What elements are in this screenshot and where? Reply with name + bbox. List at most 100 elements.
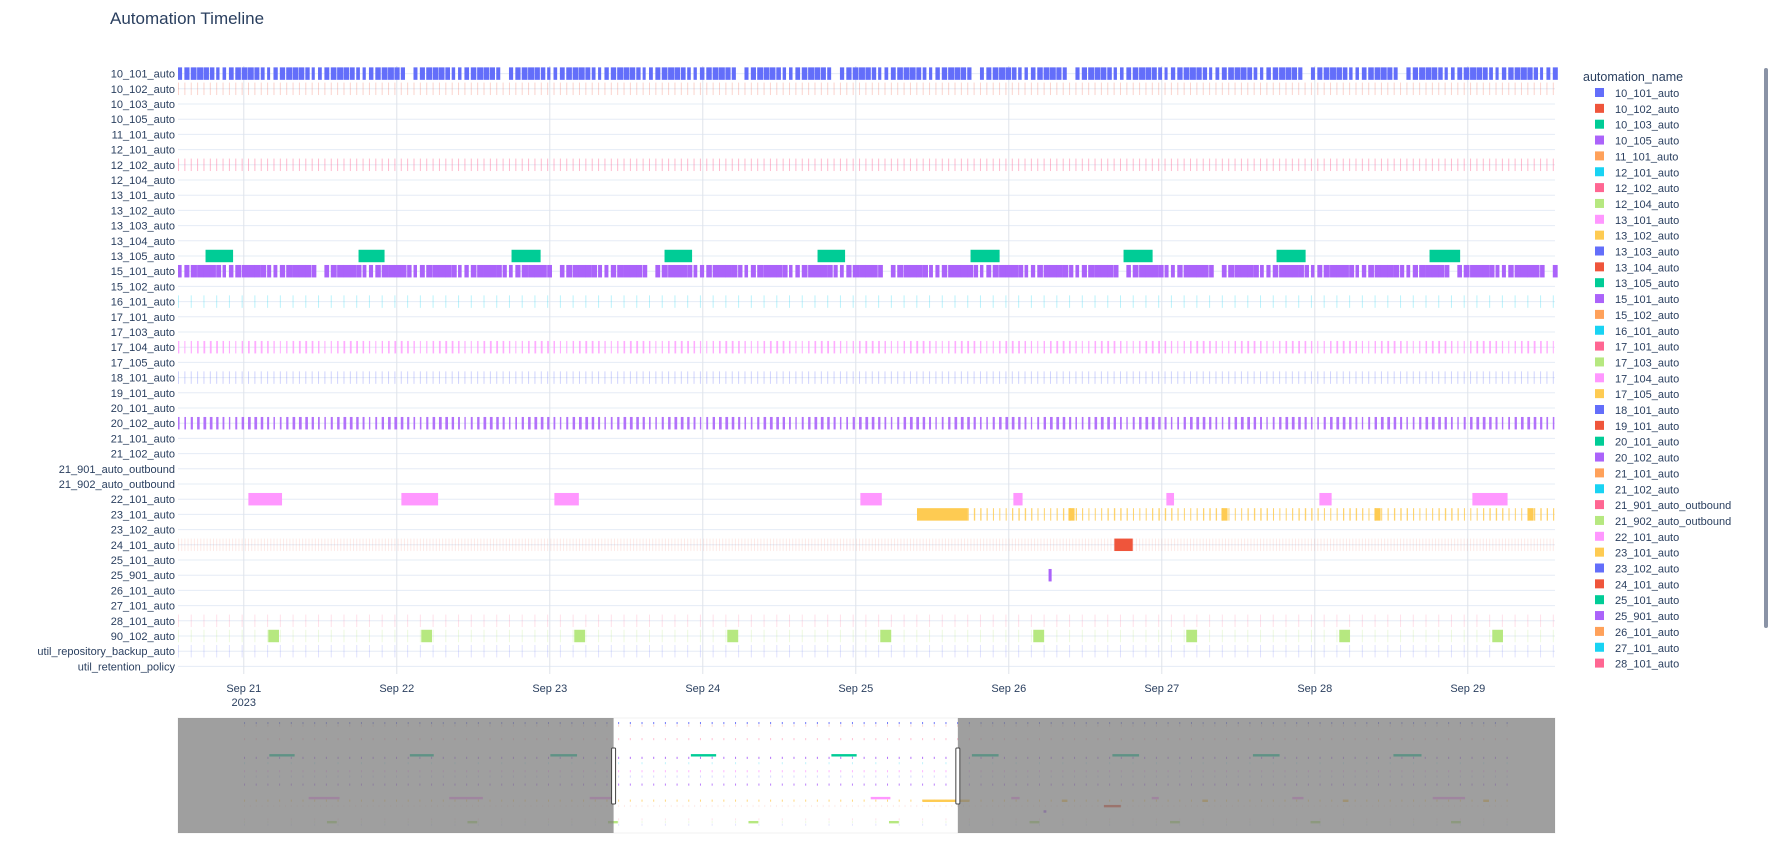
timeline-bar[interactable]: [267, 158, 269, 172]
timeline-bar[interactable]: [1310, 67, 1315, 80]
timeline-bar[interactable]: [890, 158, 892, 172]
timeline-bar[interactable]: [1132, 82, 1134, 96]
timeline-bar[interactable]: [973, 538, 975, 552]
timeline-bar[interactable]: [1310, 614, 1312, 628]
timeline-bar[interactable]: [559, 371, 561, 384]
timeline-bar[interactable]: [846, 82, 848, 96]
timeline-bar[interactable]: [1298, 644, 1300, 658]
timeline-bar[interactable]: [184, 158, 186, 172]
timeline-bar[interactable]: [979, 614, 981, 628]
timeline-bar[interactable]: [1279, 416, 1282, 430]
timeline-bar[interactable]: [324, 67, 330, 80]
timeline-bar[interactable]: [1279, 67, 1286, 80]
timeline-bar[interactable]: [1412, 82, 1414, 96]
timeline-bar[interactable]: [572, 629, 574, 643]
timeline-bar[interactable]: [674, 295, 676, 308]
timeline-bar[interactable]: [445, 67, 451, 80]
timeline-bar[interactable]: [645, 538, 647, 552]
timeline-bar[interactable]: [629, 158, 631, 172]
timeline-bar[interactable]: [989, 538, 991, 552]
timeline-bar[interactable]: [1142, 538, 1144, 552]
timeline-bar[interactable]: [1183, 340, 1185, 354]
timeline-bar[interactable]: [305, 82, 307, 96]
timeline-bar[interactable]: [260, 82, 262, 96]
timeline-bar[interactable]: [1247, 629, 1249, 643]
timeline-bar[interactable]: [407, 82, 409, 96]
timeline-bar[interactable]: [1540, 67, 1544, 80]
timeline-bar[interactable]: [585, 82, 587, 96]
timeline-bar[interactable]: [1088, 340, 1090, 354]
timeline-bar[interactable]: [1209, 416, 1212, 430]
timeline-bar[interactable]: [1323, 416, 1326, 430]
timeline-bar[interactable]: [477, 340, 479, 354]
timeline-bar[interactable]: [1005, 264, 1013, 278]
timeline-bar[interactable]: [1495, 340, 1498, 354]
timeline-bar[interactable]: [846, 371, 848, 384]
timeline-bar[interactable]: [1081, 264, 1087, 278]
timeline-bar[interactable]: [184, 416, 186, 430]
timeline-bar[interactable]: [706, 158, 708, 172]
timeline-bar[interactable]: [706, 416, 709, 430]
timeline-bar[interactable]: [992, 264, 999, 278]
timeline-bar[interactable]: [941, 538, 943, 552]
timeline-bar[interactable]: [948, 371, 950, 384]
timeline-bar[interactable]: [241, 416, 245, 430]
timeline-bar[interactable]: [1126, 264, 1131, 278]
timeline-bar[interactable]: [438, 340, 441, 354]
timeline-bar[interactable]: [438, 158, 440, 172]
timeline-bar[interactable]: [913, 538, 915, 552]
timeline-bar[interactable]: [1384, 538, 1386, 552]
timeline-bar[interactable]: [1158, 644, 1160, 658]
timeline-bar[interactable]: [916, 416, 920, 430]
timeline-bar[interactable]: [1412, 629, 1414, 643]
legend-item[interactable]: 15_101_auto: [1595, 294, 1679, 306]
timeline-bar[interactable]: [1292, 508, 1294, 521]
timeline-bar[interactable]: [1298, 614, 1300, 628]
timeline-bar[interactable]: [1527, 416, 1531, 430]
timeline-bar[interactable]: [1139, 371, 1141, 384]
timeline-bar[interactable]: [598, 629, 600, 643]
timeline-bar[interactable]: [1018, 508, 1020, 521]
timeline-bar[interactable]: [219, 538, 221, 552]
timeline-bar[interactable]: [1018, 416, 1021, 430]
timeline-bar[interactable]: [547, 340, 549, 354]
timeline-bar[interactable]: [400, 371, 402, 384]
timeline-bar[interactable]: [693, 264, 698, 278]
timeline-bar[interactable]: [521, 644, 523, 658]
timeline-bar[interactable]: [1040, 538, 1042, 552]
timeline-bar[interactable]: [540, 538, 542, 552]
timeline-bar[interactable]: [1196, 508, 1198, 521]
timeline-bar[interactable]: [413, 538, 415, 552]
timeline-bar[interactable]: [916, 67, 922, 80]
timeline-bar[interactable]: [578, 67, 585, 80]
timeline-bar[interactable]: [999, 158, 1001, 172]
timeline-bar[interactable]: [699, 82, 701, 96]
timeline-bar[interactable]: [241, 614, 243, 628]
timeline-bar[interactable]: [400, 158, 402, 172]
timeline-bar[interactable]: [330, 340, 332, 354]
timeline-bar[interactable]: [1177, 508, 1179, 521]
timeline-bar[interactable]: [687, 67, 691, 80]
timeline-bar[interactable]: [1049, 371, 1051, 384]
timeline-bar[interactable]: [1298, 264, 1304, 278]
timeline-bar[interactable]: [458, 295, 460, 308]
timeline-bar[interactable]: [1495, 508, 1498, 521]
timeline-bar[interactable]: [1260, 538, 1262, 552]
timeline-bar[interactable]: [1501, 644, 1503, 658]
timeline-bar[interactable]: [505, 538, 507, 552]
legend-item[interactable]: 13_101_auto: [1595, 214, 1679, 227]
legend-item[interactable]: 10_102_auto: [1595, 103, 1679, 116]
timeline-bar[interactable]: [197, 371, 199, 384]
timeline-bar[interactable]: [298, 67, 305, 80]
timeline-bar[interactable]: [776, 614, 778, 628]
timeline-bar[interactable]: [1489, 629, 1491, 643]
timeline-bar[interactable]: [1094, 416, 1098, 430]
timeline-bar[interactable]: [388, 82, 390, 96]
timeline-bar[interactable]: [343, 158, 345, 172]
timeline-bar[interactable]: [368, 614, 370, 628]
timeline-bar[interactable]: [368, 158, 370, 172]
timeline-bar[interactable]: [1533, 538, 1535, 552]
timeline-bar[interactable]: [559, 644, 561, 658]
timeline-bar[interactable]: [776, 416, 779, 430]
timeline-bar[interactable]: [693, 416, 696, 430]
